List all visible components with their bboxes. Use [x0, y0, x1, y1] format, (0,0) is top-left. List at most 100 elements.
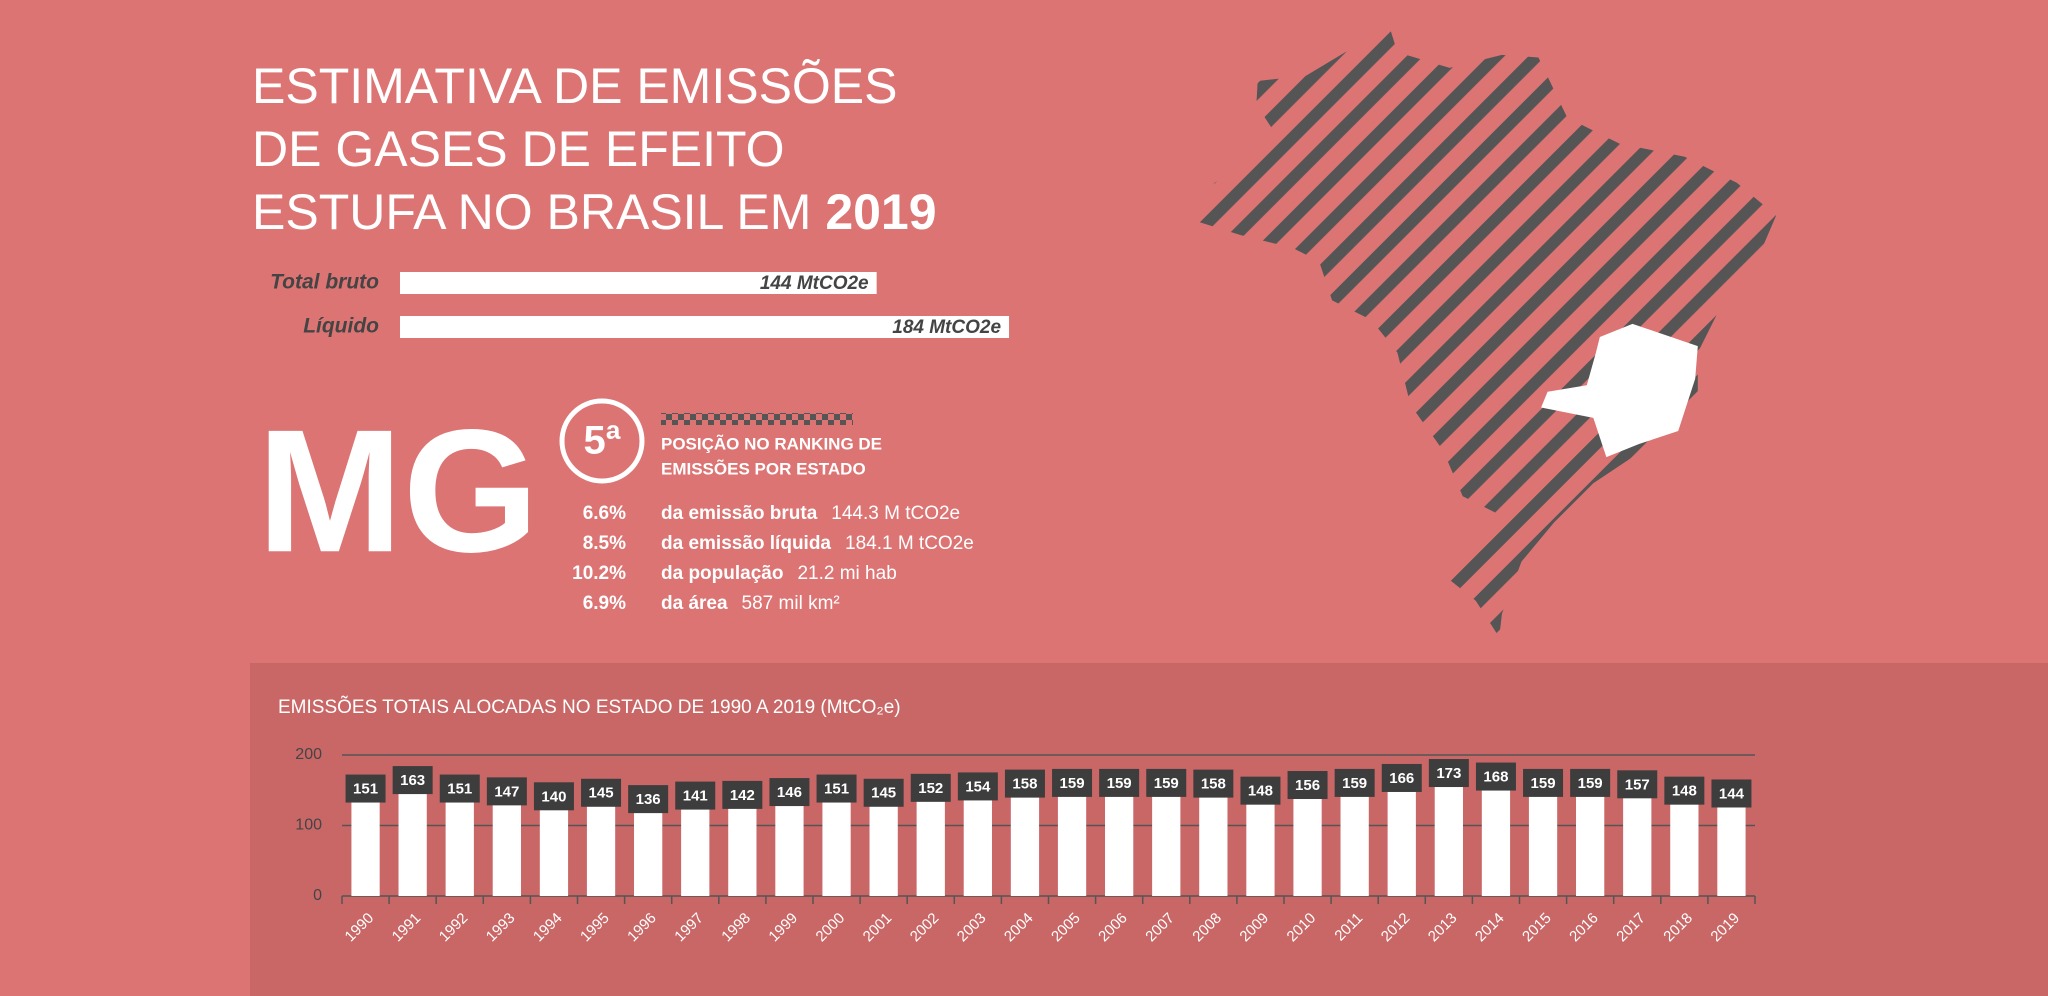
stat-row: da área 587 mil km² — [661, 593, 840, 614]
value-box — [1617, 770, 1658, 799]
value-label: 159 — [1578, 775, 1603, 792]
bar — [1670, 791, 1699, 896]
title: ESTIMATIVA DE EMISSÕES DE GASES DE EFEIT… — [252, 58, 937, 240]
bar — [586, 793, 616, 896]
bar — [1434, 774, 1463, 896]
value-label: 144 — [1719, 785, 1745, 802]
bar — [822, 789, 851, 896]
value-label: 152 — [918, 780, 943, 797]
value-label: 163 — [400, 772, 425, 789]
bar — [1293, 786, 1322, 896]
bar — [1387, 778, 1416, 896]
value-label: 158 — [1012, 776, 1037, 793]
y-tick-label: 200 — [295, 746, 322, 763]
value-box — [816, 774, 857, 803]
value-box — [628, 785, 669, 814]
rank-strip — [661, 413, 853, 425]
value-box — [1711, 779, 1752, 808]
bar — [351, 789, 380, 896]
stat-row: da emissão bruta 144.3 M tCO2e — [661, 503, 960, 524]
value-label: 136 — [636, 791, 661, 808]
bar — [539, 797, 569, 896]
value-label: 159 — [1060, 775, 1085, 792]
value-label: 141 — [683, 788, 708, 805]
bar — [398, 781, 427, 896]
y-tick-label: 0 — [313, 887, 322, 904]
value-box — [1475, 762, 1516, 791]
stat-label: da emissão líquida — [661, 533, 831, 554]
state-abbr: MG — [257, 394, 539, 589]
bar — [492, 792, 521, 896]
value-box — [1570, 768, 1611, 797]
value-label: 184 MtCO2e — [892, 317, 1001, 338]
value-box — [1004, 769, 1045, 798]
value-label: 151 — [353, 781, 378, 798]
value-label: 151 — [447, 781, 472, 798]
value-label: 156 — [1295, 777, 1320, 794]
value-box — [1193, 769, 1234, 798]
value-label: 166 — [1389, 770, 1414, 787]
bar — [728, 795, 757, 896]
stat-label: da área — [661, 593, 728, 614]
bar — [1528, 783, 1558, 896]
value-label: 159 — [1531, 775, 1556, 792]
title-line: ESTUFA NO BRASIL EM 2019 — [252, 184, 937, 240]
bar — [916, 788, 945, 896]
value-box — [1240, 776, 1281, 805]
stat-value: 21.2 mi hab — [797, 563, 896, 584]
bar — [1057, 783, 1087, 896]
value-box — [910, 773, 951, 802]
value-box — [957, 772, 998, 801]
value-label: 157 — [1625, 776, 1650, 793]
value-label: 148 — [1672, 783, 1697, 800]
value-label: 146 — [777, 784, 802, 801]
bar — [1105, 783, 1134, 896]
stat-row: da emissão líquida 184.1 M tCO2e — [661, 533, 974, 554]
stat-share: 10.2% — [572, 563, 626, 584]
bar — [1481, 777, 1511, 896]
bar — [1010, 784, 1040, 896]
value-box — [533, 782, 574, 811]
value-box — [1287, 771, 1328, 800]
value-label: 140 — [541, 788, 566, 805]
value-box — [1664, 776, 1705, 805]
chart-title: EMISSÕES TOTAIS ALOCADAS NO ESTADO DE 19… — [278, 696, 901, 718]
value-box — [675, 781, 716, 810]
rank-circle — [559, 398, 645, 484]
title-year: 2019 — [825, 184, 936, 240]
y-tick-label: 100 — [295, 817, 322, 834]
stat-label: da população — [661, 563, 783, 584]
value-box — [1099, 768, 1140, 797]
stat-label: da emissão bruta — [661, 503, 818, 524]
value-label: 147 — [494, 783, 519, 800]
value-label: 159 — [1342, 775, 1367, 792]
value-box — [1428, 759, 1469, 788]
bar — [775, 793, 804, 896]
value-box — [1146, 768, 1187, 797]
stat-share: 6.9% — [583, 593, 626, 614]
bar — [963, 787, 992, 896]
stat-value: 144.3 M tCO2e — [831, 503, 960, 524]
value-box — [439, 774, 480, 803]
bar-label: Líquido — [303, 315, 379, 338]
bar — [1576, 783, 1605, 896]
title-line: ESTIMATIVA DE EMISSÕES — [252, 58, 898, 114]
value-box — [1523, 768, 1564, 797]
value-box — [769, 778, 810, 807]
value-label: 159 — [1154, 775, 1179, 792]
brazil-map — [1198, 31, 1777, 638]
value-label: 168 — [1483, 769, 1508, 786]
rank-text: EMISSÕES POR ESTADO — [661, 458, 866, 478]
value-box — [345, 774, 386, 803]
value-label: 148 — [1248, 783, 1273, 800]
title-line: ESTUFA NO BRASIL EM — [252, 184, 811, 240]
stat-share: 6.6% — [583, 503, 626, 524]
value-label: 159 — [1107, 775, 1132, 792]
value-box — [1334, 768, 1375, 797]
rank: 5ª — [583, 419, 620, 463]
value-box — [1052, 768, 1093, 797]
stat-row: da população 21.2 mi hab — [661, 563, 897, 584]
bar — [1623, 785, 1652, 896]
